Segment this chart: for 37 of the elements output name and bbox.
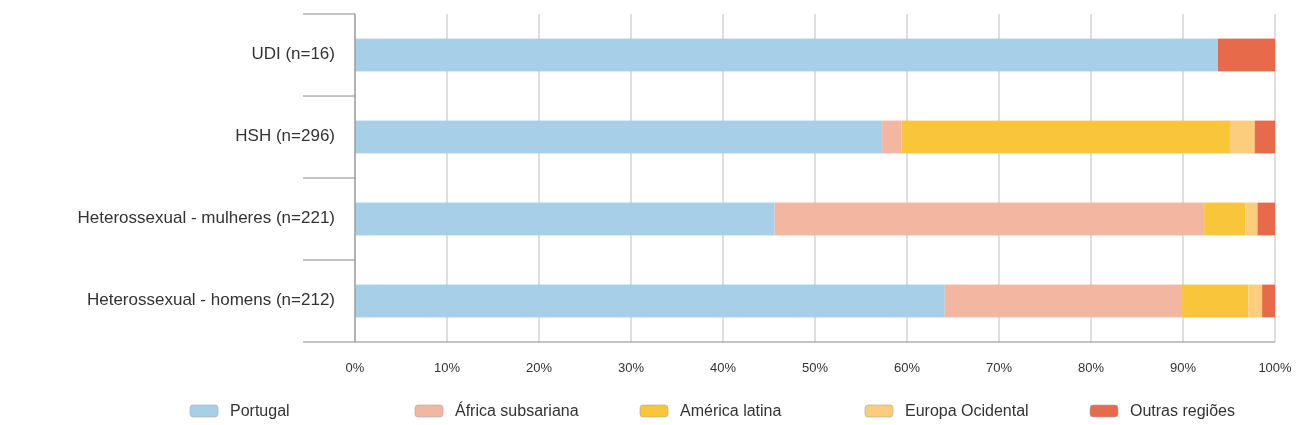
- bar: [355, 120, 883, 154]
- x-tick-label: 70%: [985, 360, 1013, 375]
- bar: [1245, 202, 1258, 236]
- bar: [1262, 284, 1275, 318]
- legend-label: América latina: [680, 402, 782, 420]
- bar: [1217, 38, 1275, 72]
- y-tick-label: HSH (n=296): [235, 126, 335, 146]
- legend-label: Portugal: [230, 402, 290, 420]
- bar: [1204, 202, 1246, 236]
- bar: [355, 38, 1218, 72]
- bar: [882, 120, 902, 154]
- bar: [944, 284, 1183, 318]
- bar: [901, 120, 1230, 154]
- x-tick-label: 90%: [1169, 360, 1197, 375]
- bar: [774, 202, 1205, 236]
- x-tick-label: 0%: [345, 360, 365, 375]
- x-tick-label: 50%: [801, 360, 829, 375]
- legend-label: Outras regiões: [1130, 402, 1235, 420]
- x-tick-label: 60%: [893, 360, 921, 375]
- x-tick-label: 20%: [525, 360, 553, 375]
- x-tick-label: 80%: [1077, 360, 1105, 375]
- bar: [1229, 120, 1255, 154]
- y-tick-label: Heterossexual - homens (n=212): [86, 290, 335, 310]
- x-tick-label: 30%: [617, 360, 645, 375]
- bar: [355, 202, 775, 236]
- y-tick-label: UDI (n=16): [251, 44, 335, 64]
- legend-label: África subsariana: [455, 401, 579, 420]
- bar: [1182, 284, 1249, 318]
- x-tick-label: 100%: [1258, 360, 1293, 375]
- bar: [1254, 120, 1275, 154]
- bar: [1257, 202, 1275, 236]
- x-tick-label: 40%: [709, 360, 737, 375]
- bar: [1248, 284, 1263, 318]
- x-tick-label: 10%: [433, 360, 461, 375]
- bar: [355, 284, 945, 318]
- legend-label: Europa Ocidental: [905, 402, 1029, 420]
- y-tick-label: Heterossexual - mulheres (n=221): [77, 208, 335, 228]
